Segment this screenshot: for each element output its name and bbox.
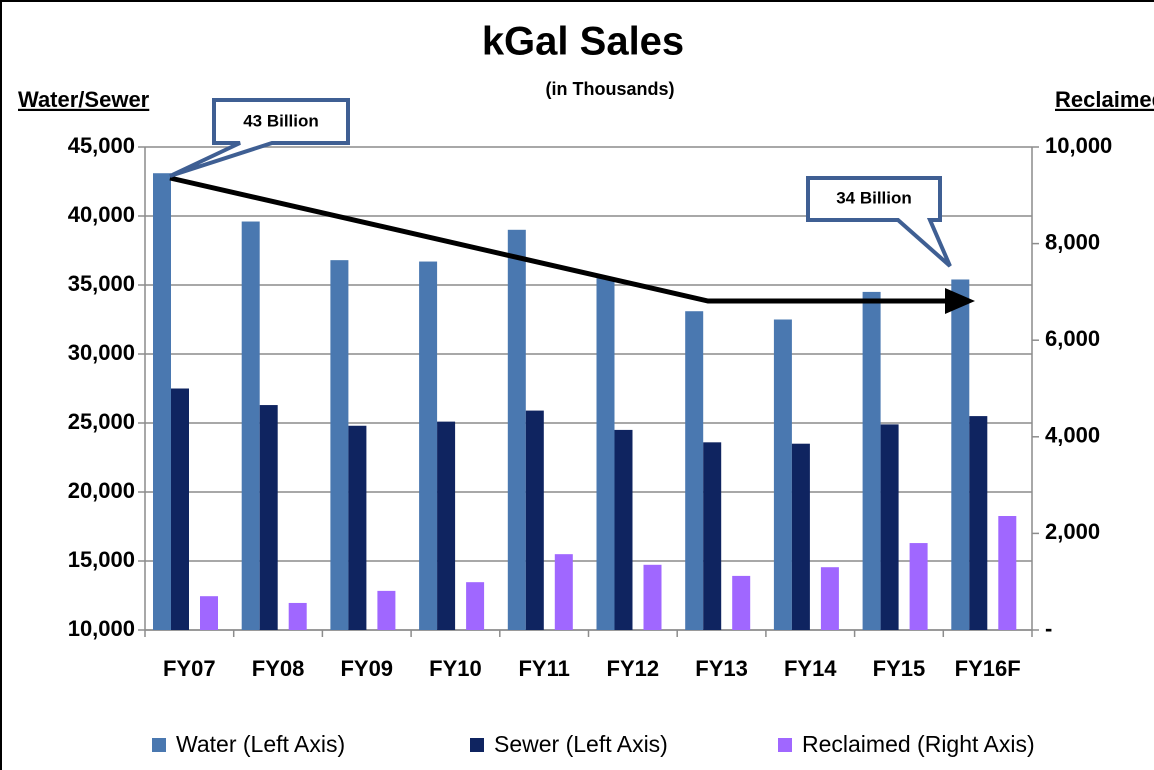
x-tick-label: FY15 [873,656,926,681]
bar [437,421,456,630]
y2-tick-label: - [1045,616,1052,641]
legend-label: Water (Left Axis) [176,731,345,757]
x-tick-label: FY11 [518,656,569,681]
y-tick-label: 15,000 [68,547,135,572]
x-tick-label: FY16F [955,656,1021,681]
y-tick-label: 40,000 [68,202,135,227]
bar [820,567,839,630]
legend: Water (Left Axis) Sewer (Left Axis) Reclai… [152,731,1035,757]
bar [909,543,928,630]
bar [348,425,367,630]
bar [507,229,526,631]
bar [703,442,722,630]
bar [377,590,396,630]
y-tick-label: 25,000 [68,409,135,434]
bar [466,582,485,630]
y-tick-label: 10,000 [68,616,135,641]
legend-swatch [470,738,484,752]
bar [419,261,438,630]
y2-tick-label: 10,000 [1045,133,1112,158]
bar [998,516,1017,630]
callout: 34 Billion [806,176,952,268]
bar [288,602,307,630]
bar [330,260,349,630]
callout: 43 Billion [169,98,350,178]
bar [969,416,988,630]
bar [554,554,573,630]
bar [732,575,751,630]
x-tick-label: FY07 [163,656,216,681]
bar [685,311,704,630]
bar [643,564,662,630]
x-tick-label: FY10 [429,656,482,681]
bar [951,279,970,630]
bar [259,405,278,630]
bar [241,221,260,630]
bar [171,388,189,630]
y-tick-label: 35,000 [68,271,135,296]
x-tick-label: FY13 [695,656,748,681]
y-tick-label: 30,000 [68,340,135,365]
y2-tick-label: 8,000 [1045,229,1100,254]
y2-tick-label: 6,000 [1045,326,1100,351]
y-axis-title: Water/Sewer [18,87,150,112]
plot: 10,000 15,000 20,000 25,000 30,000 35,000 40,0… [68,133,1113,681]
annotation: 43 Billion [243,111,319,130]
legend-swatch [778,738,792,752]
y2-tick-label: 2,000 [1045,519,1100,544]
bar [773,319,792,630]
trend-arrow [169,175,975,314]
bar [596,278,615,630]
bar [862,291,881,630]
y2-tick-label: 4,000 [1045,423,1100,448]
x-tick-label: FY12 [607,656,660,681]
x-tick-label: FY14 [784,656,837,681]
y2-axis-title: Reclaimed [1055,87,1154,112]
legend-label: Sewer (Left Axis) [494,731,668,757]
bar [153,173,171,630]
bar [200,596,218,630]
legend-swatch [152,738,166,752]
y-tick-label: 20,000 [68,478,135,503]
x-tick-label: FY08 [252,656,305,681]
bar [614,429,633,630]
y-tick-label: 45,000 [68,133,135,158]
chart-subtitle: (in Thousands) [546,79,675,99]
bar [525,410,544,630]
legend-label: Reclaimed (Right Axis) [802,731,1035,757]
x-tick-label: FY09 [340,656,393,681]
bar [880,424,899,630]
bar [791,443,810,630]
chart-title: kGal Sales [482,20,684,64]
annotation: 34 Billion [836,188,912,207]
